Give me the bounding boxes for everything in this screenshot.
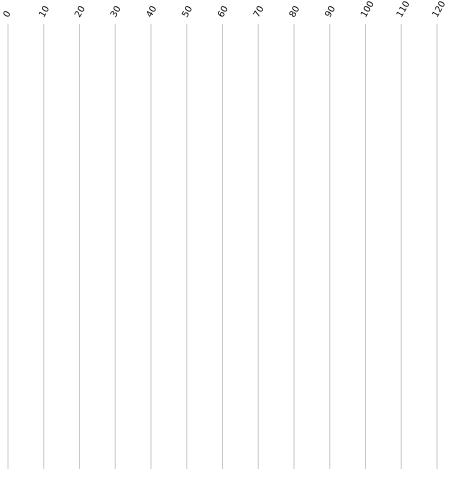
x-tick-label: 10 (38, 4, 53, 19)
x-tick-label: 70 (252, 4, 267, 19)
x-tick-label: 40 (145, 4, 160, 19)
x-tick-label: 0 (2, 9, 14, 19)
x-tick-label: 80 (288, 4, 303, 19)
x-tick-label: 50 (181, 4, 196, 19)
x-tick-label: 100 (359, 0, 376, 20)
x-tick-label: 20 (73, 4, 88, 19)
x-tick-label: 110 (395, 0, 412, 20)
x-tick-label: 90 (324, 4, 339, 19)
x-tick-label: 30 (109, 4, 124, 19)
x-tick-label: 60 (216, 4, 231, 19)
x-tick-label: 120 (431, 0, 448, 20)
